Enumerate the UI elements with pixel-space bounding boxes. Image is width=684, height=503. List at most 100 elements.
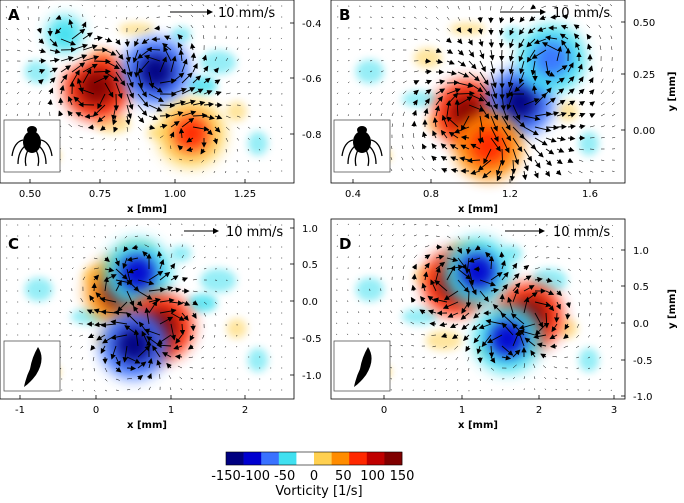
velocity-arrow [567, 279, 572, 283]
velocity-arrow [587, 334, 591, 338]
velocity-arrow [391, 91, 395, 95]
velocity-arrow [510, 313, 525, 325]
colorbar-tick-label: 0 [310, 469, 318, 484]
velocity-arrow [82, 267, 86, 270]
velocity-arrow [174, 354, 183, 360]
velocity-arrow [600, 170, 604, 173]
velocity-arrow [522, 170, 528, 181]
velocity-arrow [565, 312, 571, 320]
velocity-arrow [169, 263, 176, 270]
velocity-arrow [489, 49, 495, 61]
velocity-arrow [60, 367, 62, 370]
velocity-arrow [576, 334, 580, 339]
velocity-arrow [27, 27, 31, 32]
scale-label: 10 mm/s [553, 6, 610, 21]
y-tick-label: 0.0 [633, 319, 649, 330]
velocity-arrow [446, 224, 450, 227]
velocity-arrow [54, 27, 62, 35]
velocity-arrow [27, 91, 31, 95]
velocity-arrow [411, 156, 415, 161]
velocity-arrow [104, 82, 114, 98]
vorticity-patch [247, 348, 268, 372]
velocity-arrow [27, 80, 32, 84]
velocity-arrow [181, 117, 195, 128]
x-tick-label: 0 [381, 405, 387, 416]
velocity-arrow [479, 71, 489, 86]
velocity-arrow [192, 300, 199, 306]
velocity-arrow [68, 14, 73, 18]
velocity-arrow [589, 113, 596, 119]
velocity-arrow [126, 356, 141, 364]
velocity-arrow [202, 334, 205, 339]
velocity-arrow [269, 48, 272, 51]
x-axis-label: x [mm] [127, 204, 167, 215]
velocity-arrow [478, 136, 485, 143]
velocity-arrow [534, 245, 538, 248]
velocity-arrow [125, 49, 131, 63]
velocity-arrow [136, 5, 139, 8]
velocity-arrow [170, 72, 185, 84]
velocity-arrow [336, 103, 339, 106]
velocity-arrow [192, 256, 195, 259]
velocity-arrow [115, 268, 128, 280]
velocity-arrow [68, 123, 73, 128]
velocity-arrow [49, 300, 51, 303]
velocity-arrow [391, 70, 396, 73]
velocity-arrow [457, 82, 474, 89]
velocity-arrow [369, 91, 372, 95]
velocity-arrow [280, 71, 283, 73]
velocity-arrow [402, 265, 405, 270]
velocity-arrow [358, 256, 360, 259]
velocity-arrow [5, 49, 9, 51]
velocity-arrow [170, 312, 185, 321]
velocity-arrow [380, 223, 383, 226]
velocity-arrow [225, 57, 229, 62]
velocity-arrow [280, 137, 283, 139]
velocity-arrow [258, 59, 261, 62]
velocity-arrow [490, 93, 498, 110]
velocity-arrow [413, 5, 417, 8]
velocity-arrow [509, 170, 516, 182]
velocity-arrow [519, 16, 525, 23]
velocity-arrow [125, 312, 139, 325]
velocity-arrow [468, 82, 484, 93]
velocity-arrow [611, 279, 613, 282]
velocity-arrow [457, 96, 473, 106]
velocity-arrow [82, 68, 92, 84]
velocity-arrow [461, 301, 470, 314]
velocity-arrow [481, 334, 492, 348]
velocity-arrow [467, 356, 470, 362]
velocity-arrow [357, 322, 360, 325]
velocity-arrow [600, 125, 605, 128]
velocity-arrow [561, 14, 569, 20]
velocity-arrow [247, 115, 251, 118]
velocity-arrow [201, 159, 205, 163]
velocity-arrow [507, 71, 514, 88]
velocity-arrow [578, 112, 586, 118]
velocity-arrow [501, 126, 512, 142]
velocity-arrow [611, 90, 615, 95]
velocity-arrow [545, 290, 555, 296]
velocity-arrow [501, 234, 503, 237]
velocity-arrow [347, 60, 350, 62]
velocity-arrow [93, 235, 96, 238]
velocity-arrow [410, 309, 415, 314]
velocity-arrow [391, 80, 396, 84]
velocity-arrow [578, 235, 581, 237]
velocity-arrow [137, 115, 145, 124]
velocity-arrow [448, 131, 459, 139]
velocity-arrow [611, 68, 614, 73]
velocity-arrow [36, 27, 42, 34]
colorbar-swatch [384, 452, 403, 465]
velocity-arrow [369, 256, 371, 259]
velocity-arrow [159, 308, 177, 314]
velocity-arrow [159, 286, 174, 292]
vorticity-patch [413, 47, 442, 68]
velocity-arrow [518, 329, 536, 336]
velocity-arrow [390, 310, 393, 314]
velocity-arrow [422, 143, 427, 150]
velocity-arrow [75, 112, 84, 118]
velocity-arrow [358, 103, 361, 106]
velocity-arrow [126, 60, 133, 78]
velocity-arrow [179, 376, 183, 380]
